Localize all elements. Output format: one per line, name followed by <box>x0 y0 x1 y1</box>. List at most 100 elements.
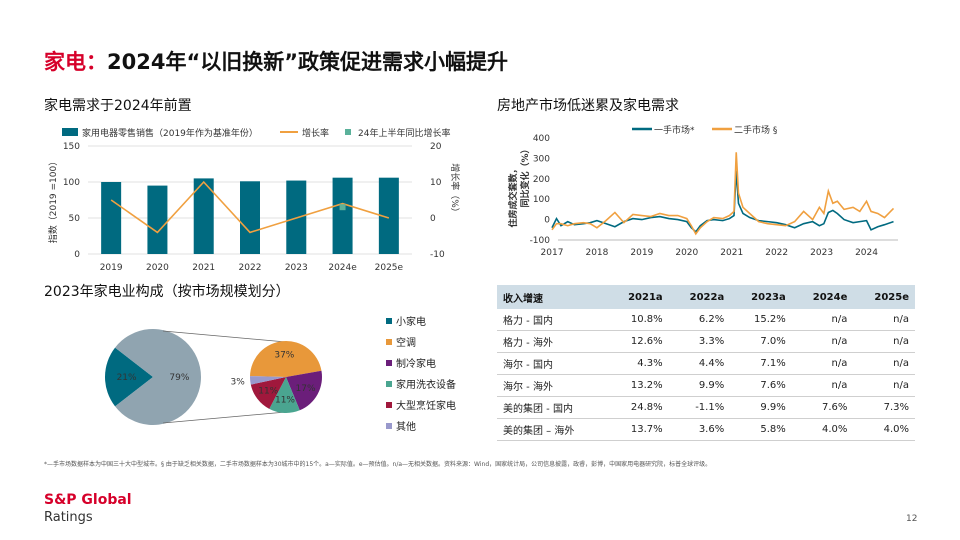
page-number: 12 <box>906 514 918 524</box>
y-tick-label: 300 <box>533 154 550 164</box>
table-cell: 7.3% <box>853 396 915 419</box>
pie-legend-item: 其他 <box>386 415 456 436</box>
table-cell: 15.2% <box>730 309 792 331</box>
table-cell: n/a <box>791 309 854 331</box>
x-tick-label: 2021 <box>192 263 215 273</box>
page-title-red: 家电： <box>44 50 107 74</box>
table-cell: n/a <box>853 309 915 331</box>
breakdown-slice <box>250 377 286 409</box>
table-cell: 10.8% <box>607 309 669 331</box>
bar <box>332 177 353 254</box>
table-cell: n/a <box>791 330 854 353</box>
table-cell: 13.2% <box>607 374 669 397</box>
pie-legend-label: 家用洗衣设备 <box>396 380 456 391</box>
logo-ratings: Ratings <box>44 510 93 525</box>
y-tick-label: -100 <box>530 236 551 246</box>
pie-legend-label: 大型烹饪家电 <box>396 401 456 412</box>
table-cell: -1.1% <box>668 396 731 419</box>
y2-tick-label: 10 <box>430 178 442 188</box>
table-cell: 4.3% <box>607 352 669 375</box>
x-tick-label: 2022 <box>765 248 788 258</box>
table-cell: 12.6% <box>607 330 669 353</box>
pie-legend-item: 大型烹饪家电 <box>386 394 456 415</box>
pie-legend-label: 制冷家电 <box>396 359 436 370</box>
connector-line <box>162 411 287 424</box>
breakdown-slice <box>269 377 300 413</box>
pie-legend-item: 家用洗衣设备 <box>386 373 456 394</box>
y-tick-label: 100 <box>533 195 550 205</box>
pie-slice-label: 79% <box>169 373 189 383</box>
x-tick-label: 2020 <box>675 248 698 258</box>
x-tick-label: 2022 <box>239 263 262 273</box>
breakdown-slice <box>286 370 322 411</box>
pie-legend-swatch <box>386 359 392 366</box>
table-cell: 13.7% <box>607 418 669 441</box>
table-cell: 格力 - 海外 <box>497 330 608 353</box>
table-cell: 4.0% <box>853 418 915 441</box>
breakdown-slice-label: 17% <box>296 384 316 394</box>
y-tick-label: 400 <box>533 134 550 144</box>
bar <box>147 185 168 254</box>
table-row: 美的集团 – 海外 13.7% 3.6% 5.8% 4.0% 4.0% <box>497 418 915 441</box>
pie-legend-swatch <box>386 401 392 408</box>
table-header-cell: 2025e <box>853 285 915 309</box>
table-cell: 7.1% <box>730 352 792 375</box>
bar <box>101 182 122 254</box>
table-header-row: 收入增速 2021a 2022a 2023a 2024e 2025e <box>497 285 915 309</box>
x-tick-label: 2017 <box>541 248 564 258</box>
pie-slice-other-segments <box>115 329 202 425</box>
pie-legend-label: 小家电 <box>396 317 426 328</box>
table-cell: n/a <box>791 374 854 397</box>
breakdown-slice-label: 37% <box>274 351 294 361</box>
legend-label-bar: 家用电器零售销售（2019年作为基准年份） <box>82 127 258 139</box>
y-tick-label: 100 <box>63 178 80 188</box>
table-header-cell: 2024e <box>791 285 854 309</box>
table-cell: 4.0% <box>791 418 854 441</box>
x-tick-label: 2025e <box>375 263 404 273</box>
table-cell: 6.2% <box>668 309 731 331</box>
pie-legend: 小家电空调制冷家电家用洗衣设备 大型烹饪家电其他 <box>386 310 456 436</box>
table-row: 格力 - 海外 12.6% 3.3% 7.0% n/a n/a <box>497 330 915 353</box>
section-title-right-top: 房地产市场低迷累及家电需求 <box>497 98 679 114</box>
table-header-cell: 2022a <box>668 285 731 309</box>
table-row: 美的集团 - 国内 24.8% -1.1% 9.9% 7.6% 7.3% <box>497 396 915 419</box>
connector-line <box>162 330 287 343</box>
table-cell: 海尔 - 国内 <box>497 352 608 375</box>
y2-axis-title: 增长率（%） <box>449 163 461 217</box>
legend-label-primary: 一手市场* <box>654 124 695 136</box>
y2-tick-label: 0 <box>430 214 436 224</box>
table-row: 海尔 - 海外 13.2% 9.9% 7.6% n/a n/a <box>497 374 915 397</box>
growth-rate-line <box>110 180 390 234</box>
legend-label-secondary: 二手市场 § <box>734 124 778 136</box>
section-title-left-bottom: 2023年家电业构成（按市场规模划分） <box>44 284 290 300</box>
table-cell: 7.0% <box>730 330 792 353</box>
pie-legend-item: 小家电 <box>386 310 456 331</box>
table-cell: 9.9% <box>668 374 731 397</box>
table-cell: 7.6% <box>791 396 854 419</box>
primary-market-line <box>551 170 894 234</box>
table-header-cell: 收入增速 <box>497 285 608 309</box>
h1-growth-point <box>339 204 346 211</box>
x-tick-label: 2019 <box>100 263 123 273</box>
y-tick-label: 150 <box>63 142 80 152</box>
footnote: *—手市场数据样本为中国三十大中型城市。§ 由于缺乏相关数据，二手市场数据样本为… <box>44 461 712 468</box>
legend-swatch-point <box>345 129 351 135</box>
breakdown-slice-label: 11% <box>258 387 278 397</box>
table-cell: 7.6% <box>730 374 792 397</box>
legend-label-point: 24年上半年同比增长率 <box>358 127 450 139</box>
pie-legend-item: 制冷家电 <box>386 352 456 373</box>
x-tick-label: 2021 <box>720 248 743 258</box>
logo-sp-global: S&P Global <box>44 492 132 508</box>
y2-tick-label: -10 <box>430 250 445 260</box>
x-tick-label: 2020 <box>146 263 169 273</box>
pie-legend-swatch <box>386 338 392 345</box>
table-cell: n/a <box>853 374 915 397</box>
table-row: 格力 - 国内 10.8% 6.2% 15.2% n/a n/a <box>497 309 915 331</box>
table-header-cell: 2023a <box>730 285 792 309</box>
secondary-market-line <box>551 152 895 236</box>
pie-legend-item: 空调 <box>386 331 456 352</box>
pie-slice-label: 21% <box>117 373 137 383</box>
y-axis-title-line2: 同比变化（%） <box>519 144 531 207</box>
breakdown-slice <box>250 341 322 377</box>
